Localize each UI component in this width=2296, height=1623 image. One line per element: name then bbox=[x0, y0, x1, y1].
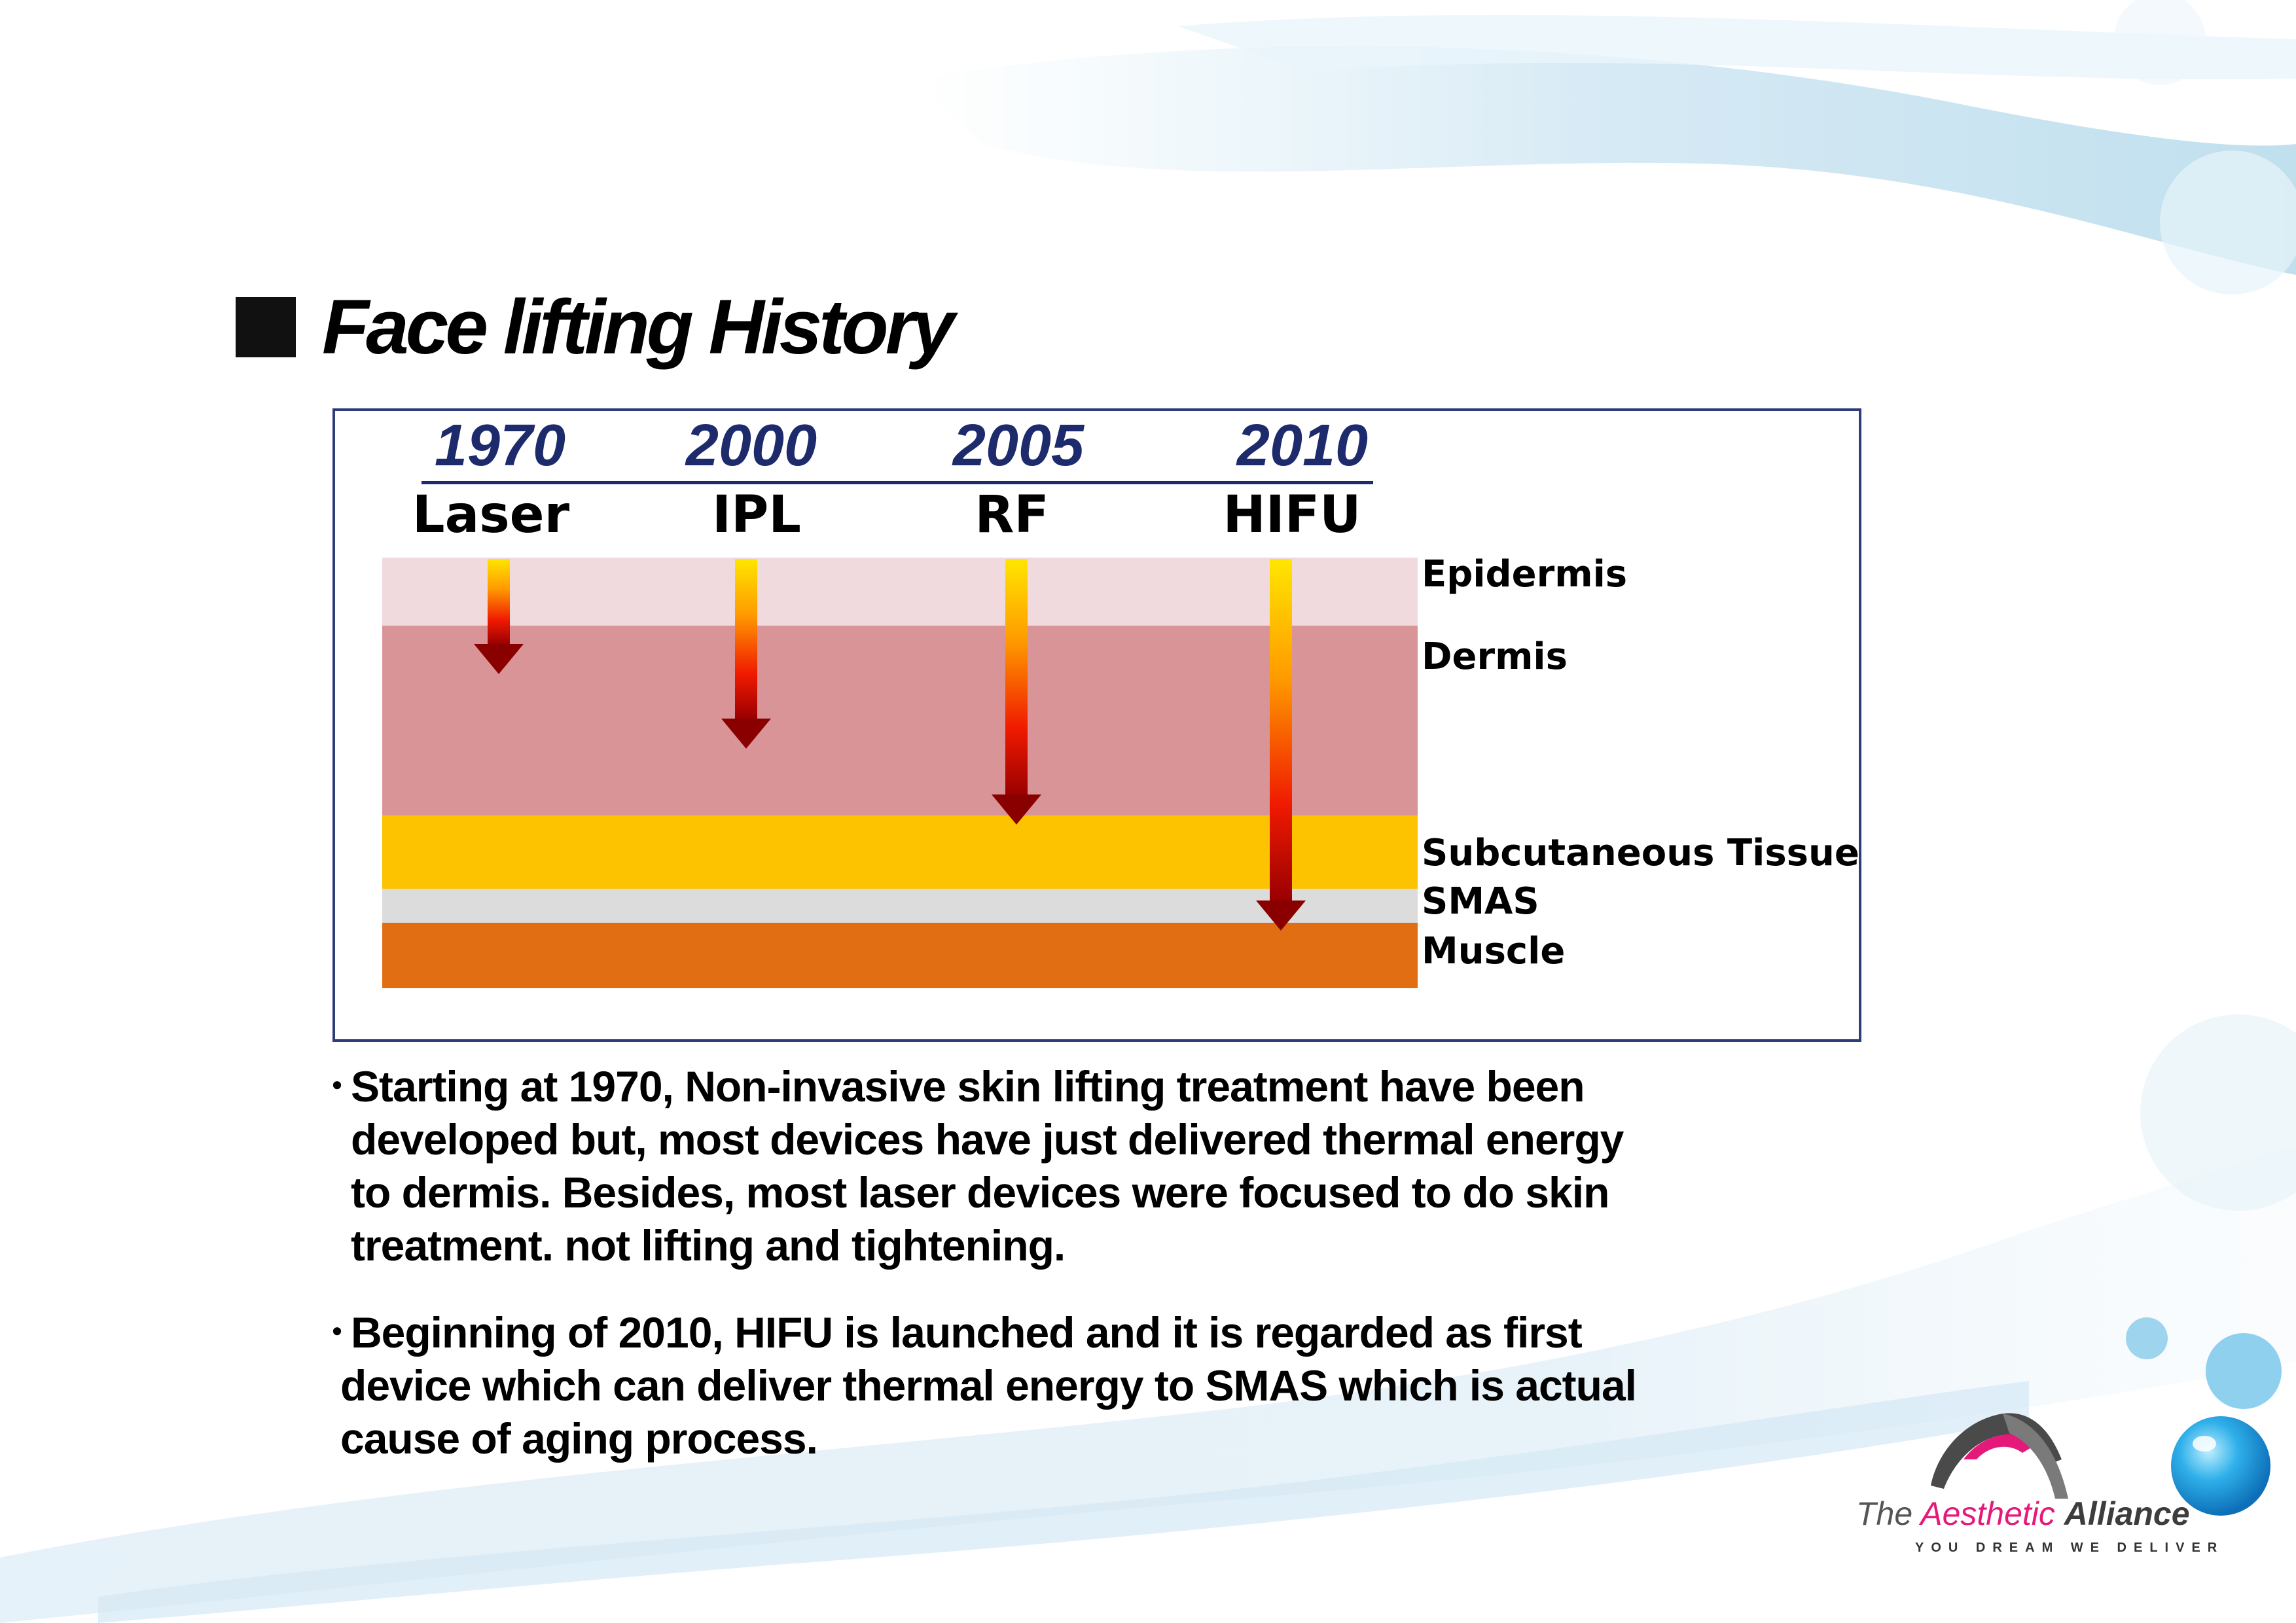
layer-label: Muscle bbox=[1422, 930, 1566, 972]
year-label: 1970 bbox=[434, 413, 566, 478]
layer-epidermis bbox=[382, 558, 1418, 626]
layer-label: Dermis bbox=[1422, 635, 1568, 678]
layer-label: SMAS bbox=[1422, 880, 1539, 923]
technology-label: HIFU bbox=[1223, 486, 1361, 544]
bullet-line: Beginning of 2010, HIFU is launched and … bbox=[351, 1308, 1583, 1357]
arrow-head-icon bbox=[1256, 901, 1306, 931]
year-label: 2010 bbox=[1236, 413, 1369, 478]
timeline-rule bbox=[422, 481, 1373, 484]
body-text: ・ Starting at 1970, Non-invasive skin li… bbox=[314, 1060, 1754, 1499]
year-label: 2005 bbox=[952, 413, 1085, 478]
bullet-line: to dermis. Besides, most laser devices w… bbox=[351, 1168, 1609, 1217]
bullet-line: device which can deliver thermal energy … bbox=[340, 1361, 1637, 1410]
bullet-paragraph: ・ Starting at 1970, Non-invasive skin li… bbox=[314, 1060, 1754, 1272]
technology-label: IPL bbox=[712, 486, 801, 544]
bullet-line: treatment. not lifting and tightening. bbox=[351, 1221, 1066, 1270]
bullet-icon: ・ bbox=[321, 1314, 353, 1351]
brand-aesthetic: Aesthetic bbox=[1920, 1495, 2055, 1532]
bullet-line: Starting at 1970, Non-invasive skin lift… bbox=[351, 1062, 1585, 1111]
brand-name: The Aesthetic Alliance bbox=[1856, 1495, 2190, 1533]
bullet-icon: ・ bbox=[321, 1068, 353, 1105]
bullet-line: cause of aging process. bbox=[340, 1414, 818, 1463]
brand-the: The bbox=[1856, 1495, 1913, 1532]
bullet-line: developed but, most devices have just de… bbox=[351, 1115, 1624, 1164]
aesthetic-alliance-logo-icon bbox=[1931, 1413, 2068, 1499]
layer-smas bbox=[382, 889, 1418, 923]
layer-subcutaneous-tissue bbox=[382, 815, 1418, 889]
technology-label: RF bbox=[975, 486, 1049, 544]
brand-alliance: Alliance bbox=[2064, 1495, 2190, 1532]
square-bullet-icon bbox=[236, 297, 296, 357]
slide-heading: Face lifting History bbox=[236, 281, 955, 373]
arrow-head-icon bbox=[721, 719, 771, 749]
bullet-paragraph: ・ Beginning of 2010, HIFU is launched an… bbox=[314, 1306, 1754, 1465]
arrow-head-icon bbox=[474, 644, 524, 674]
slide-title: Face lifting History bbox=[322, 284, 955, 370]
technology-label: Laser bbox=[412, 486, 570, 544]
layer-label: Subcutaneous Tissue bbox=[1422, 832, 1859, 874]
layer-label: Epidermis bbox=[1422, 553, 1628, 596]
brand-tagline: YOU DREAM WE DELIVER bbox=[1915, 1541, 2225, 1555]
layer-muscle bbox=[382, 923, 1418, 988]
year-label: 2000 bbox=[685, 413, 817, 478]
layer-dermis bbox=[382, 626, 1418, 815]
arrow-head-icon bbox=[992, 794, 1041, 825]
